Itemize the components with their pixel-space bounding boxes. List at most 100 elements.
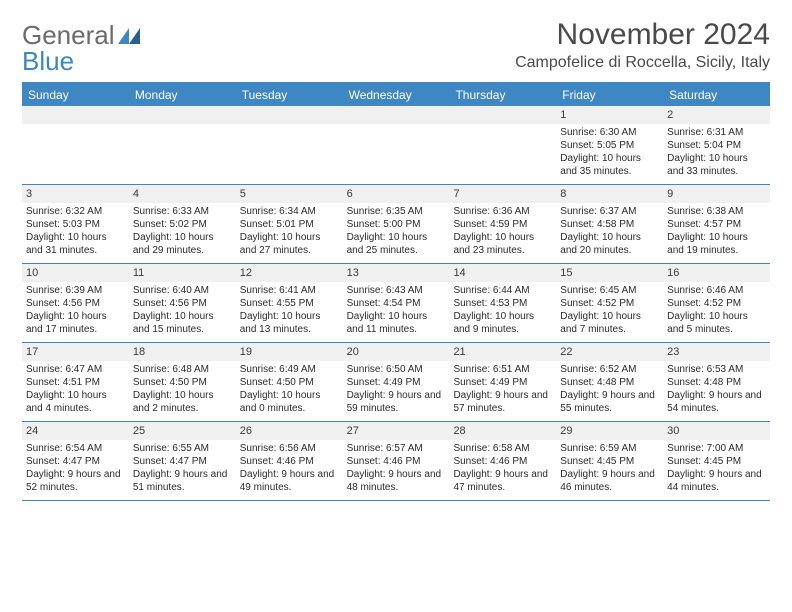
day-number: 17: [22, 343, 129, 361]
day-body: Sunrise: 6:57 AMSunset: 4:46 PMDaylight:…: [343, 440, 450, 498]
daylight-line: Daylight: 9 hours and 51 minutes.: [133, 468, 232, 494]
sunrise-line: Sunrise: 6:48 AM: [133, 363, 232, 376]
day-cell: [129, 106, 236, 184]
daylight-line: Daylight: 9 hours and 55 minutes.: [560, 389, 659, 415]
sunrise-line: Sunrise: 6:47 AM: [26, 363, 125, 376]
dow-tuesday: Tuesday: [236, 84, 343, 106]
daylight-line: Daylight: 9 hours and 48 minutes.: [347, 468, 446, 494]
day-body: Sunrise: 6:40 AMSunset: 4:56 PMDaylight:…: [129, 282, 236, 340]
sunrise-line: Sunrise: 6:32 AM: [26, 205, 125, 218]
sunset-line: Sunset: 4:52 PM: [560, 297, 659, 310]
day-number: 3: [22, 185, 129, 203]
calendar-page: General Blue November 2024 Campofelice d…: [0, 0, 792, 511]
day-number: 9: [663, 185, 770, 203]
day-body: Sunrise: 6:37 AMSunset: 4:58 PMDaylight:…: [556, 203, 663, 261]
dow-wednesday: Wednesday: [343, 84, 450, 106]
sunrise-line: Sunrise: 6:43 AM: [347, 284, 446, 297]
day-cell: 7Sunrise: 6:36 AMSunset: 4:59 PMDaylight…: [449, 185, 556, 263]
sunrise-line: Sunrise: 6:55 AM: [133, 442, 232, 455]
day-cell: 18Sunrise: 6:48 AMSunset: 4:50 PMDayligh…: [129, 343, 236, 421]
day-cell: 27Sunrise: 6:57 AMSunset: 4:46 PMDayligh…: [343, 422, 450, 500]
sunrise-line: Sunrise: 6:37 AM: [560, 205, 659, 218]
sunset-line: Sunset: 4:53 PM: [453, 297, 552, 310]
sunset-line: Sunset: 5:02 PM: [133, 218, 232, 231]
dow-header-row: Sunday Monday Tuesday Wednesday Thursday…: [22, 84, 770, 106]
sunrise-line: Sunrise: 6:30 AM: [560, 126, 659, 139]
day-number: 14: [449, 264, 556, 282]
day-number: [22, 106, 129, 124]
sunset-line: Sunset: 4:51 PM: [26, 376, 125, 389]
brand-logo: General Blue: [22, 18, 140, 74]
daylight-line: Daylight: 10 hours and 25 minutes.: [347, 231, 446, 257]
day-body: Sunrise: 6:50 AMSunset: 4:49 PMDaylight:…: [343, 361, 450, 419]
day-cell: [449, 106, 556, 184]
sunset-line: Sunset: 4:55 PM: [240, 297, 339, 310]
day-body: Sunrise: 6:54 AMSunset: 4:47 PMDaylight:…: [22, 440, 129, 498]
sunset-line: Sunset: 4:46 PM: [347, 455, 446, 468]
day-body: Sunrise: 6:43 AMSunset: 4:54 PMDaylight:…: [343, 282, 450, 340]
day-cell: 1Sunrise: 6:30 AMSunset: 5:05 PMDaylight…: [556, 106, 663, 184]
day-number: 4: [129, 185, 236, 203]
sunrise-line: Sunrise: 6:33 AM: [133, 205, 232, 218]
day-body: Sunrise: 6:56 AMSunset: 4:46 PMDaylight:…: [236, 440, 343, 498]
day-cell: 2Sunrise: 6:31 AMSunset: 5:04 PMDaylight…: [663, 106, 770, 184]
sunrise-line: Sunrise: 6:46 AM: [667, 284, 766, 297]
sunrise-line: Sunrise: 6:59 AM: [560, 442, 659, 455]
day-number: 7: [449, 185, 556, 203]
sunset-line: Sunset: 5:01 PM: [240, 218, 339, 231]
sunset-line: Sunset: 4:47 PM: [133, 455, 232, 468]
day-number: 19: [236, 343, 343, 361]
week-row: 1Sunrise: 6:30 AMSunset: 5:05 PMDaylight…: [22, 106, 770, 185]
sunrise-line: Sunrise: 6:44 AM: [453, 284, 552, 297]
day-cell: 11Sunrise: 6:40 AMSunset: 4:56 PMDayligh…: [129, 264, 236, 342]
sunrise-line: Sunrise: 6:40 AM: [133, 284, 232, 297]
sunset-line: Sunset: 4:49 PM: [347, 376, 446, 389]
sunset-line: Sunset: 4:57 PM: [667, 218, 766, 231]
daylight-line: Daylight: 10 hours and 17 minutes.: [26, 310, 125, 336]
sunset-line: Sunset: 4:48 PM: [560, 376, 659, 389]
sunset-line: Sunset: 4:54 PM: [347, 297, 446, 310]
day-cell: 13Sunrise: 6:43 AMSunset: 4:54 PMDayligh…: [343, 264, 450, 342]
sunrise-line: Sunrise: 7:00 AM: [667, 442, 766, 455]
day-body: Sunrise: 6:49 AMSunset: 4:50 PMDaylight:…: [236, 361, 343, 419]
day-number: 10: [22, 264, 129, 282]
sunset-line: Sunset: 4:56 PM: [26, 297, 125, 310]
sunset-line: Sunset: 5:05 PM: [560, 139, 659, 152]
day-cell: 15Sunrise: 6:45 AMSunset: 4:52 PMDayligh…: [556, 264, 663, 342]
day-cell: 17Sunrise: 6:47 AMSunset: 4:51 PMDayligh…: [22, 343, 129, 421]
dow-saturday: Saturday: [663, 84, 770, 106]
sunrise-line: Sunrise: 6:49 AM: [240, 363, 339, 376]
sunset-line: Sunset: 4:49 PM: [453, 376, 552, 389]
sunset-line: Sunset: 4:56 PM: [133, 297, 232, 310]
day-cell: [343, 106, 450, 184]
daylight-line: Daylight: 9 hours and 52 minutes.: [26, 468, 125, 494]
day-cell: 21Sunrise: 6:51 AMSunset: 4:49 PMDayligh…: [449, 343, 556, 421]
day-body: Sunrise: 6:55 AMSunset: 4:47 PMDaylight:…: [129, 440, 236, 498]
day-cell: [236, 106, 343, 184]
daylight-line: Daylight: 9 hours and 54 minutes.: [667, 389, 766, 415]
day-body: Sunrise: 6:44 AMSunset: 4:53 PMDaylight:…: [449, 282, 556, 340]
sunrise-line: Sunrise: 6:56 AM: [240, 442, 339, 455]
sunset-line: Sunset: 4:45 PM: [667, 455, 766, 468]
day-cell: 26Sunrise: 6:56 AMSunset: 4:46 PMDayligh…: [236, 422, 343, 500]
day-body: Sunrise: 6:51 AMSunset: 4:49 PMDaylight:…: [449, 361, 556, 419]
sunset-line: Sunset: 4:47 PM: [26, 455, 125, 468]
daylight-line: Daylight: 9 hours and 47 minutes.: [453, 468, 552, 494]
daylight-line: Daylight: 10 hours and 33 minutes.: [667, 152, 766, 178]
day-number: 15: [556, 264, 663, 282]
day-number: 25: [129, 422, 236, 440]
day-cell: 12Sunrise: 6:41 AMSunset: 4:55 PMDayligh…: [236, 264, 343, 342]
day-body: Sunrise: 6:34 AMSunset: 5:01 PMDaylight:…: [236, 203, 343, 261]
daylight-line: Daylight: 10 hours and 35 minutes.: [560, 152, 659, 178]
day-cell: 29Sunrise: 6:59 AMSunset: 4:45 PMDayligh…: [556, 422, 663, 500]
day-cell: 22Sunrise: 6:52 AMSunset: 4:48 PMDayligh…: [556, 343, 663, 421]
day-number: 28: [449, 422, 556, 440]
week-row: 17 Sunrise: 6:47 AMSunset: 4:51 PM Dayligh…: [22, 343, 770, 422]
sunset-line: Sunset: 5:03 PM: [26, 218, 125, 231]
daylight-line: Daylight: 10 hours and 23 minutes.: [453, 231, 552, 257]
sunset-line: Sunset: 4:50 PM: [240, 376, 339, 389]
weeks-container: 1Sunrise: 6:30 AMSunset: 5:05 PMDaylight…: [22, 106, 770, 501]
day-number: 20: [343, 343, 450, 361]
sunset-line: Sunset: 4:58 PM: [560, 218, 659, 231]
day-cell: 5Sunrise: 6:34 AMSunset: 5:01 PMDaylight…: [236, 185, 343, 263]
